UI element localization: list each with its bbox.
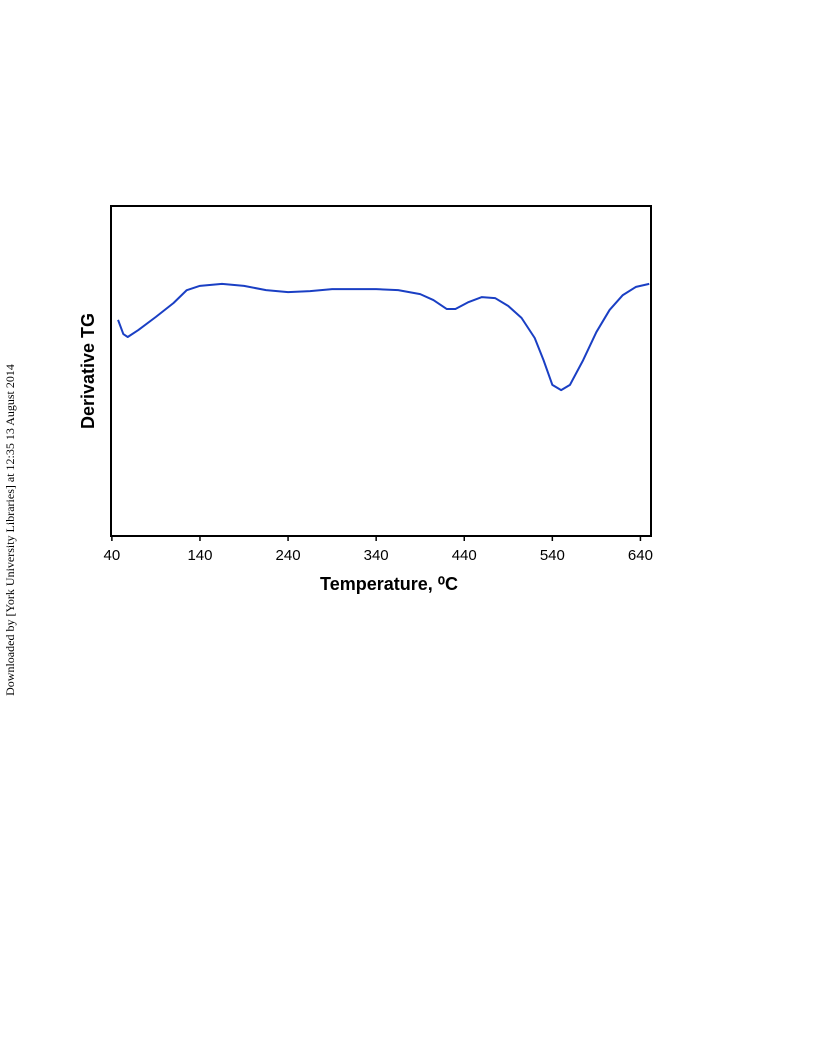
x-tick-label: 140	[187, 547, 212, 564]
watermark: Downloaded by [York University Libraries…	[3, 364, 17, 696]
plot-frame	[110, 205, 652, 537]
x-tick-label: 640	[628, 547, 653, 564]
x-axis-label: Temperature, ⁰C	[320, 574, 458, 594]
x-tick-label: 440	[452, 547, 477, 564]
data-line	[117, 282, 650, 392]
x-tick-label: 540	[540, 547, 565, 564]
x-tick-label: 240	[276, 547, 301, 564]
x-tick-label: 340	[364, 547, 389, 564]
x-tick-label: 40	[104, 547, 121, 564]
y-axis-label: Derivative TG	[78, 313, 98, 429]
